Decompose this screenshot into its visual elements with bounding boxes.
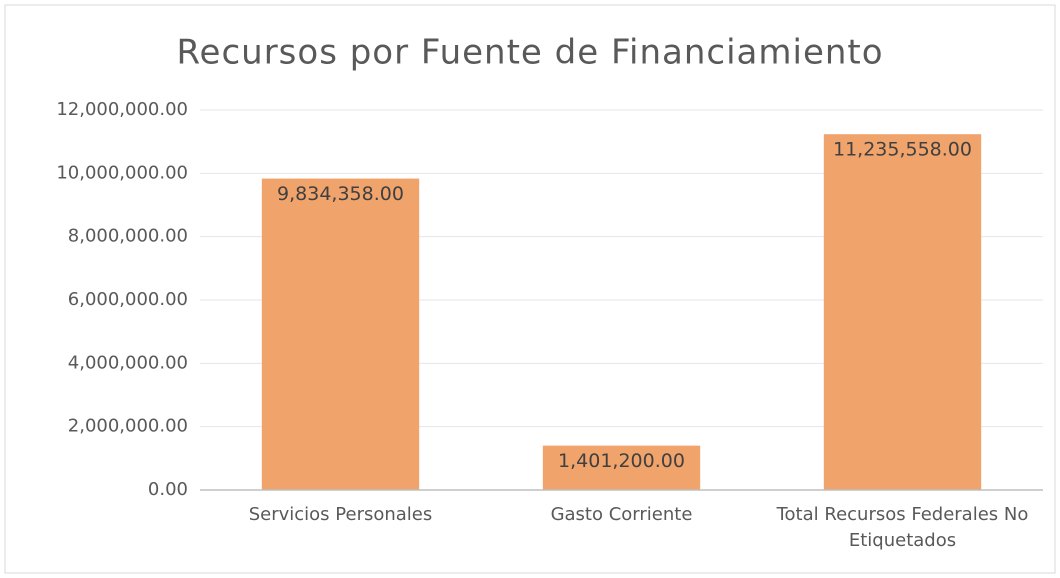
y-tick-label: 12,000,000.00 <box>56 99 188 120</box>
data-label: 9,834,358.00 <box>277 183 404 205</box>
y-tick-label: 10,000,000.00 <box>56 162 188 183</box>
data-label: 11,235,558.00 <box>833 139 972 161</box>
y-tick-label: 6,000,000.00 <box>68 289 188 310</box>
data-label: 1,401,200.00 <box>558 450 685 472</box>
bar <box>542 445 701 490</box>
y-tick-label: 4,000,000.00 <box>68 352 188 373</box>
y-tick-label: 8,000,000.00 <box>68 226 188 247</box>
chart-title: Recursos por Fuente de Financiamiento <box>176 33 883 73</box>
bar <box>261 178 420 490</box>
bar <box>823 134 982 490</box>
x-tick-label: Total Recursos Federales No Etiquetados <box>776 504 1029 551</box>
y-tick-label: 0.00 <box>148 479 188 500</box>
y-tick-label: 2,000,000.00 <box>68 416 188 437</box>
x-tick-label: Servicios Personales <box>248 504 433 525</box>
x-tick-label: Gasto Corriente <box>550 504 693 525</box>
